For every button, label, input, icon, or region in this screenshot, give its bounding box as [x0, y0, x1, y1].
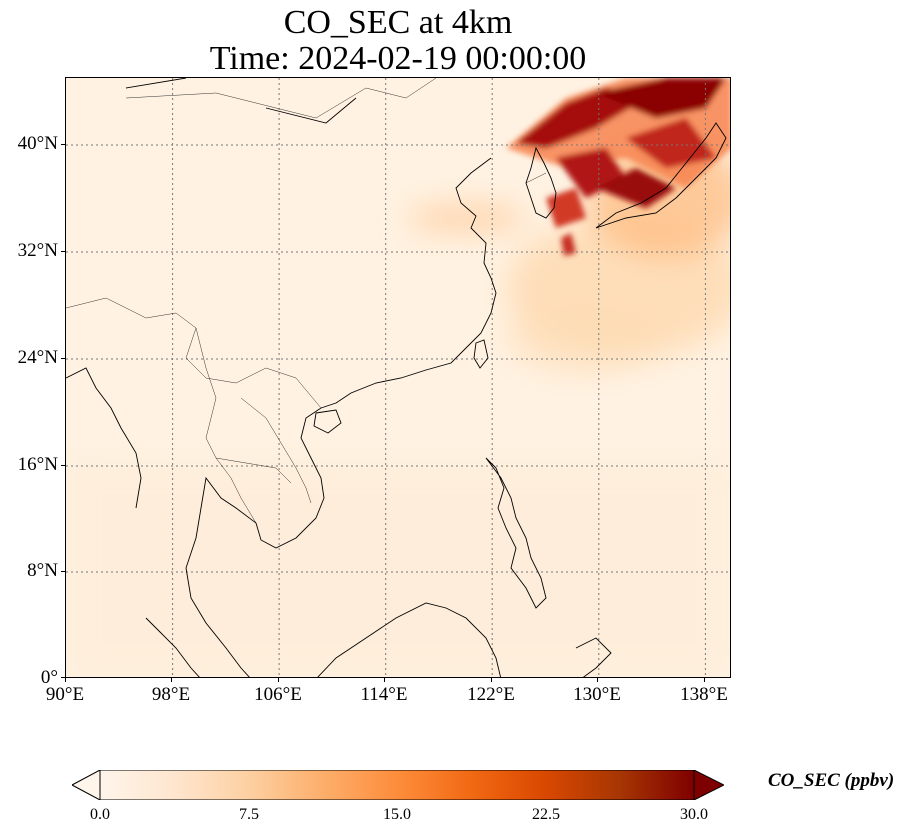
- colorbar-body: [99, 770, 695, 800]
- x-tick-label: 138°E: [680, 684, 728, 705]
- y-tick-label: 24°N: [17, 347, 58, 368]
- colorbar-extend-max: [693, 770, 724, 800]
- map-svg: [66, 78, 730, 677]
- x-tick-mark: [171, 678, 172, 682]
- map-panel: [65, 77, 731, 678]
- colorbar-tick-label: 22.5: [532, 806, 560, 823]
- y-tick-mark: [61, 358, 65, 359]
- y-tick-mark: [61, 251, 65, 252]
- x-tick-mark: [65, 678, 66, 682]
- x-tick-mark: [491, 678, 492, 682]
- x-tick-label: 114°E: [360, 684, 408, 705]
- chart-title-line1: CO_SEC at 4km: [283, 4, 513, 41]
- y-tick-mark: [61, 144, 65, 145]
- colorbar-label: CO_SEC (ppbv): [768, 770, 895, 791]
- colorbar: [72, 770, 724, 800]
- gridlines: [66, 78, 730, 677]
- y-tick-label: 32°N: [17, 240, 58, 261]
- colorbar-tick-label: 30.0: [680, 806, 708, 823]
- intense-plume: [506, 78, 730, 256]
- x-tick-label: 130°E: [573, 684, 621, 705]
- y-tick-label: 16°N: [17, 454, 58, 475]
- x-tick-mark: [278, 678, 279, 682]
- country-borders: [66, 78, 547, 524]
- x-tick-label: 90°E: [45, 684, 85, 705]
- y-tick-mark: [61, 465, 65, 466]
- colorbar-tick-label: 0.0: [90, 806, 110, 823]
- x-tick-label: 98°E: [151, 684, 191, 705]
- x-tick-mark: [704, 678, 705, 682]
- y-tick-label: 0°: [40, 667, 58, 688]
- x-tick-mark: [597, 678, 598, 682]
- concentration-south: [66, 458, 730, 677]
- x-tick-label: 122°E: [467, 684, 515, 705]
- colorbar-tick-label: 15.0: [383, 806, 411, 823]
- x-tick-label: 106°E: [254, 684, 302, 705]
- chart-title-line2: Time: 2024-02-19 00:00:00: [209, 40, 587, 77]
- y-tick-label: 8°N: [27, 560, 58, 581]
- x-tick-mark: [384, 678, 385, 682]
- y-tick-mark: [61, 571, 65, 572]
- y-tick-label: 40°N: [17, 133, 58, 154]
- coastlines: [66, 78, 727, 677]
- y-tick-mark: [61, 677, 65, 678]
- colorbar-extend-min: [72, 770, 101, 800]
- colorbar-tick-label: 7.5: [239, 806, 259, 823]
